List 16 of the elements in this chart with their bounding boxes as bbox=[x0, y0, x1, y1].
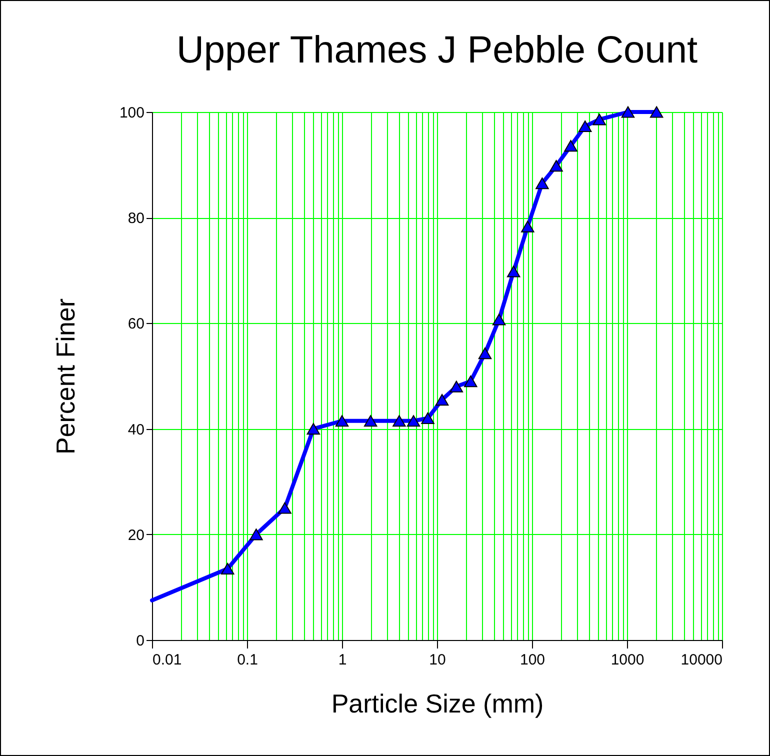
y-tick-label: 60 bbox=[128, 316, 144, 333]
x-tick-label: 0.1 bbox=[237, 652, 258, 668]
x-tick-label: 0.01 bbox=[152, 652, 182, 668]
x-tick-label: 1000 bbox=[610, 652, 644, 668]
y-tick-label: 40 bbox=[128, 421, 144, 438]
x-tick-label: 100 bbox=[520, 652, 546, 668]
x-tick-label: 1 bbox=[338, 652, 347, 668]
y-tick-label: 80 bbox=[128, 210, 144, 228]
y-tick-label: 0 bbox=[136, 632, 144, 650]
chart-title: Upper Thames J Pebble Count bbox=[176, 30, 698, 72]
x-tick-label: 10000 bbox=[680, 652, 722, 668]
y-tick-label: 20 bbox=[128, 526, 144, 544]
x-tick-label: 10 bbox=[429, 652, 446, 668]
y-tick-label: 100 bbox=[119, 104, 144, 122]
y-axis-title: Percent Finer bbox=[50, 298, 80, 455]
x-axis-title: Particle Size (mm) bbox=[331, 688, 544, 718]
